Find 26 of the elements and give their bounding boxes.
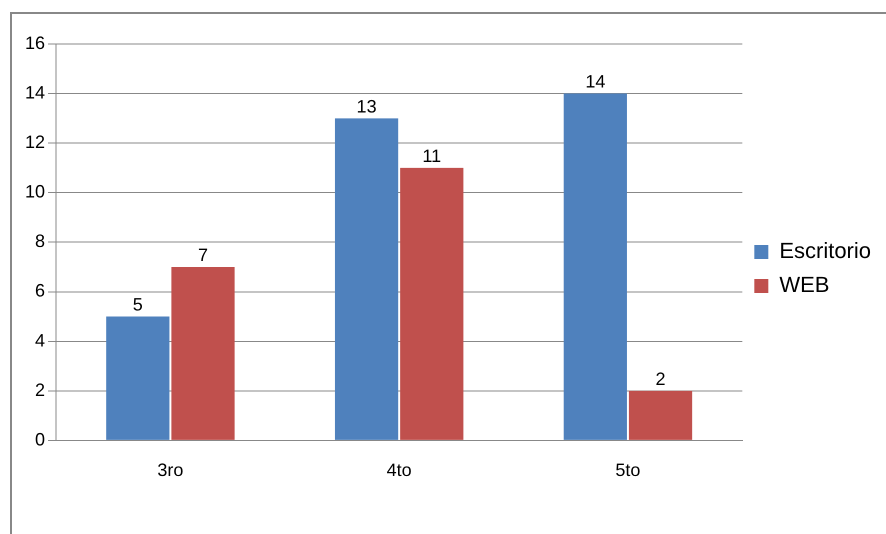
y-tick-label: 0 [35, 429, 46, 450]
bar [171, 266, 235, 440]
x-tick-label: 5to [615, 460, 640, 480]
bar [628, 390, 692, 440]
bar [106, 316, 170, 440]
y-tick-label: 8 [35, 231, 46, 252]
y-tick-label: 16 [24, 32, 46, 53]
bar [564, 94, 627, 440]
y-tick-label: 10 [24, 182, 46, 202]
y-tick-label: 12 [24, 132, 46, 152]
data-label: 5 [132, 294, 143, 314]
x-tick-label: 3ro [157, 460, 184, 480]
data-label: 11 [422, 146, 442, 166]
bar [334, 118, 398, 440]
y-tick-label: 14 [24, 82, 46, 103]
y-tick-label: 6 [35, 280, 46, 301]
data-label: 7 [198, 244, 208, 265]
data-label: 2 [656, 368, 666, 389]
legend-label: WEB [779, 272, 830, 298]
x-tick-label: 4to [386, 460, 412, 480]
y-tick-label: 4 [35, 330, 46, 350]
y-tick-label: 2 [35, 380, 46, 400]
legend-label: Escritorio [779, 238, 872, 264]
data-label: 14 [585, 72, 606, 92]
bar [400, 168, 464, 440]
data-label: 13 [356, 96, 377, 116]
